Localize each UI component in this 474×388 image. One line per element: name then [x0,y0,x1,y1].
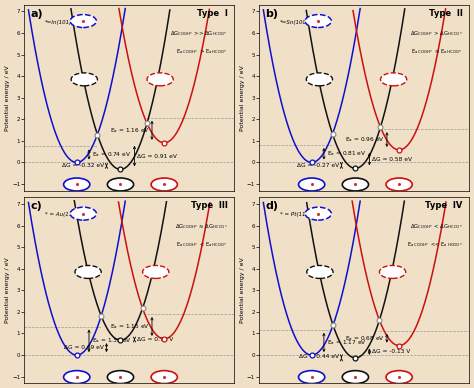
Text: *=In(101): *=In(101) [45,20,73,25]
Text: * = Au(111): * = Au(111) [45,212,78,217]
Circle shape [342,371,368,384]
Y-axis label: Potential energy / eV: Potential energy / eV [5,65,10,131]
Text: c): c) [30,201,42,211]
Circle shape [151,371,177,384]
Text: E$_a$ = 0.74 eV: E$_a$ = 0.74 eV [91,150,131,159]
Text: E$_a$ = 1.16 eV: E$_a$ = 1.16 eV [109,126,149,135]
Text: E$_a$ = 0.68 eV: E$_a$ = 0.68 eV [345,334,384,343]
Text: Type  III: Type III [191,201,228,210]
Circle shape [64,178,90,191]
Text: Type  II: Type II [429,9,463,17]
Text: b): b) [265,9,278,19]
Circle shape [151,178,177,191]
Text: E$_\mathregular{a\ COOH*}$ < E$_\mathregular{a\ HCOO*}$: E$_\mathregular{a\ COOH*}$ < E$_\mathreg… [176,240,228,249]
Text: ΔG = 0.44 eV: ΔG = 0.44 eV [299,354,339,359]
Text: E$_a$ = 1.32 eV: E$_a$ = 1.32 eV [91,336,131,345]
Text: E$_a$ = 0.96 eV: E$_a$ = 0.96 eV [345,135,384,144]
Text: d): d) [265,201,278,211]
Text: E$_a$ = 1.17 eV: E$_a$ = 1.17 eV [327,338,366,347]
Text: ΔG = 0.58 eV: ΔG = 0.58 eV [372,157,411,162]
Circle shape [386,178,412,191]
Text: Type  I: Type I [197,9,228,17]
Text: ΔG = 0.69 eV: ΔG = 0.69 eV [64,345,104,350]
Circle shape [342,178,368,191]
Circle shape [299,178,325,191]
Circle shape [379,265,406,279]
Circle shape [70,15,96,28]
Text: ΔG = -0.13 V: ΔG = -0.13 V [372,349,410,354]
Text: ΔG = -0.27 eV: ΔG = -0.27 eV [297,163,339,168]
Circle shape [305,207,331,220]
Text: ΔG = 0.91 eV: ΔG = 0.91 eV [137,154,176,159]
Y-axis label: Potential energy / eV: Potential energy / eV [240,65,245,131]
Circle shape [107,178,134,191]
Text: * = Pt(111): * = Pt(111) [280,212,311,217]
Circle shape [70,207,96,220]
Text: E$_a$ = 1.15 eV: E$_a$ = 1.15 eV [109,322,149,331]
Text: ΔG = -0.32 eV: ΔG = -0.32 eV [62,163,104,168]
Circle shape [306,73,332,86]
Text: ΔG$_\mathregular{COOH*}$ < ΔG$_\mathregular{HCOO*}$: ΔG$_\mathregular{COOH*}$ < ΔG$_\mathregu… [410,222,463,230]
Text: E$_\mathregular{a\ COOH*}$ << E$_\mathregular{a\ HCOO*}$: E$_\mathregular{a\ COOH*}$ << E$_\mathre… [407,240,463,249]
Circle shape [299,371,325,384]
Y-axis label: Potential energy / eV: Potential energy / eV [5,257,10,323]
Text: ΔG$_\mathregular{COOH*}$ > ΔG$_\mathregular{HCOO*}$: ΔG$_\mathregular{COOH*}$ > ΔG$_\mathregu… [410,29,463,38]
Circle shape [71,73,97,86]
Circle shape [386,371,412,384]
Text: ΔG$_\mathregular{COOH*}$ >> ΔG$_\mathregular{HCOO*}$: ΔG$_\mathregular{COOH*}$ >> ΔG$_\mathreg… [170,29,228,38]
Text: E$_a$ = 0.81 eV: E$_a$ = 0.81 eV [327,149,366,158]
Circle shape [107,371,134,384]
Text: ΔG$_\mathregular{COOH*}$ ≈ ΔG$_\mathregular{HCOO*}$: ΔG$_\mathregular{COOH*}$ ≈ ΔG$_\mathregu… [174,222,228,230]
Circle shape [64,371,90,384]
Circle shape [307,265,333,279]
Text: E$_\mathregular{a\ COOH*}$ > E$_\mathregular{a\ HCOO*}$: E$_\mathregular{a\ COOH*}$ > E$_\mathreg… [176,48,228,57]
Text: ΔG = 0.75 V: ΔG = 0.75 V [137,337,173,342]
Circle shape [75,265,101,279]
Circle shape [147,73,173,86]
Text: *=Sn(100): *=Sn(100) [280,20,309,25]
Circle shape [381,73,407,86]
Circle shape [143,265,169,279]
Text: Type  IV: Type IV [426,201,463,210]
Circle shape [305,15,331,28]
Text: E$_\mathregular{a\ COOH*}$ ≈ E$_\mathregular{a\ HCOO*}$: E$_\mathregular{a\ COOH*}$ ≈ E$_\mathreg… [411,48,463,57]
Text: a): a) [30,9,43,19]
Y-axis label: Potential energy / eV: Potential energy / eV [240,257,245,323]
